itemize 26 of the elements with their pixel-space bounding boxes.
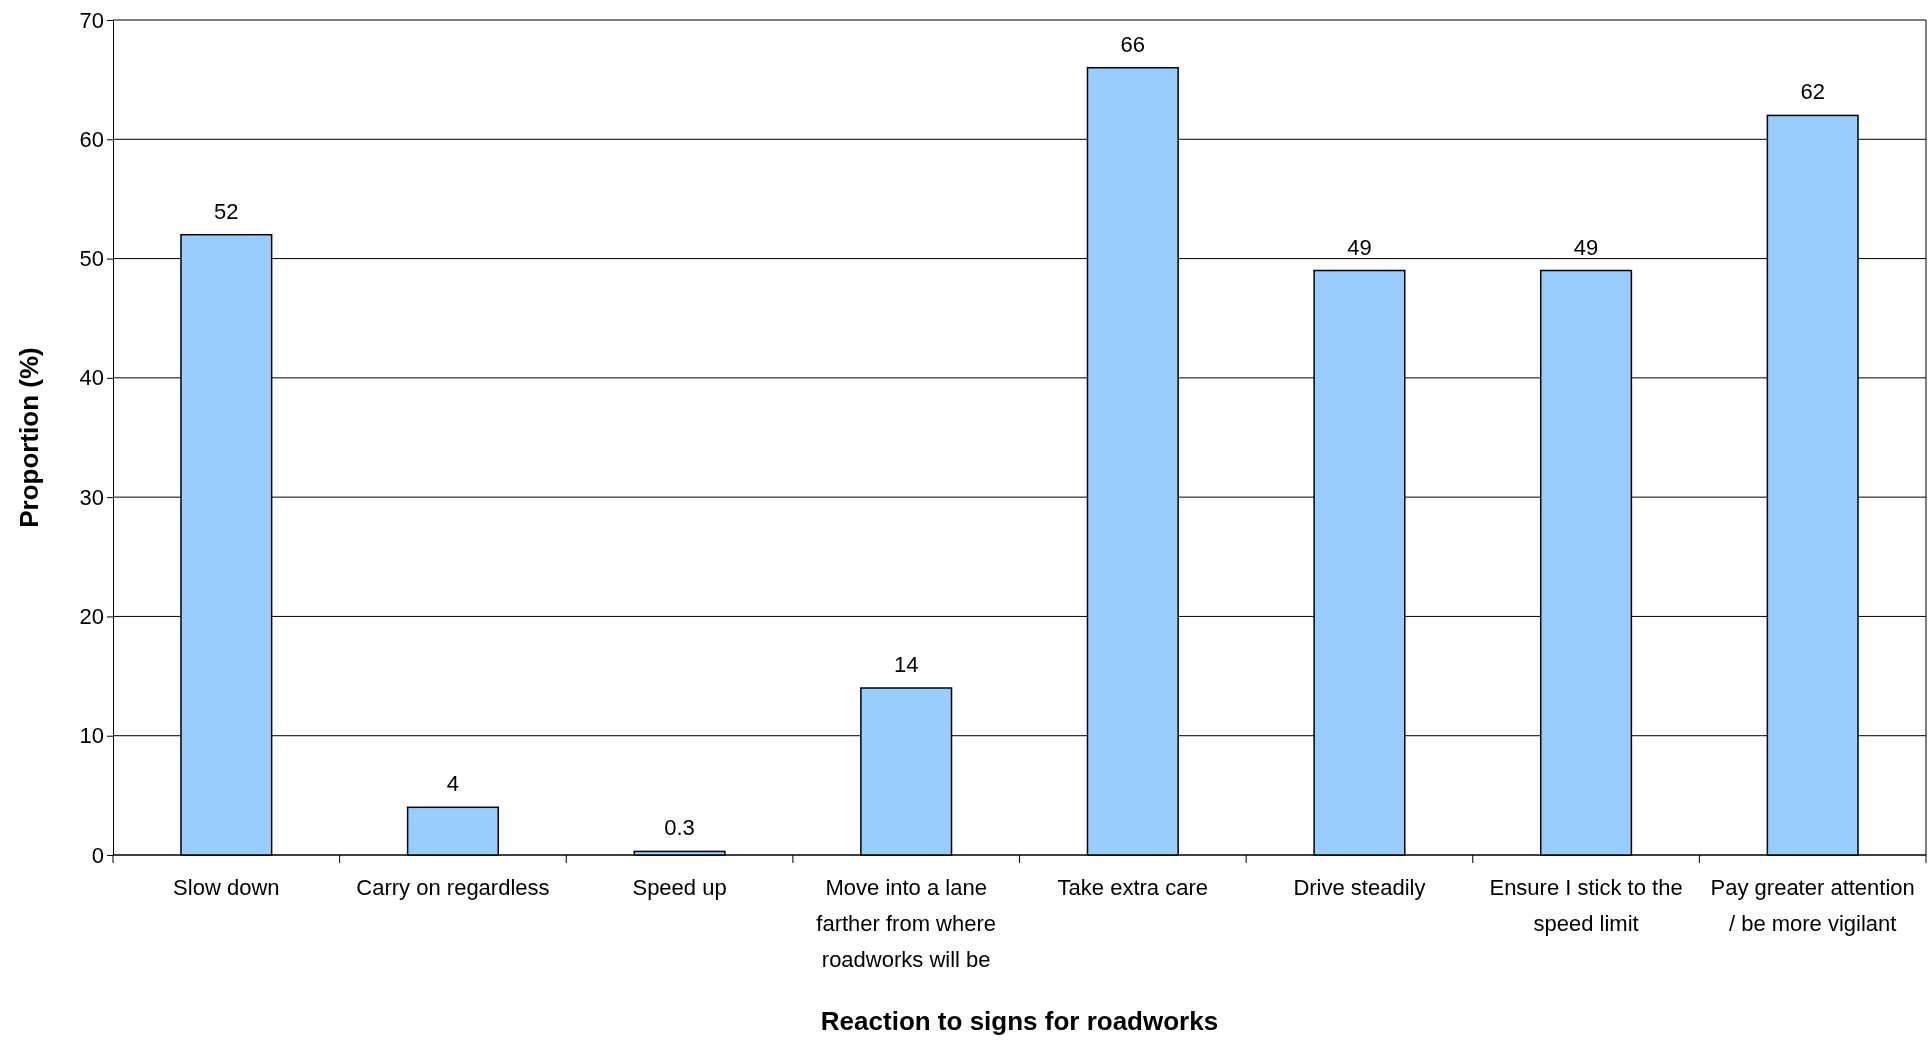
x-axis-title: Reaction to signs for roadworks <box>820 1006 1219 1036</box>
y-tick-label: 50 <box>79 246 104 272</box>
x-tick-label: Pay greater attention / be more vigilant <box>1710 875 1915 936</box>
x-tick-label: Carry on regardless <box>356 875 550 900</box>
data-label: 49 <box>1573 234 1599 260</box>
x-tick-label: Drive steadily <box>1293 875 1426 900</box>
y-tick-label: 40 <box>79 365 104 391</box>
x-tick-label: Ensure I stick to the speed limit <box>1489 875 1683 936</box>
x-tick-label: Slow down <box>173 875 280 900</box>
data-label: 49 <box>1347 234 1372 260</box>
y-axis-title: Proportion (%) <box>14 347 44 528</box>
y-tick-label: 30 <box>79 484 104 510</box>
data-label: 0.3 <box>664 815 695 841</box>
y-tick-label: 20 <box>79 603 104 629</box>
data-label: 52 <box>214 198 239 224</box>
x-tick-label: Take extra care <box>1057 875 1209 900</box>
data-label: 62 <box>1800 79 1825 105</box>
y-tick-label: 0 <box>91 842 104 868</box>
y-tick-label: 10 <box>79 723 104 749</box>
x-tick-label: Speed up <box>632 875 727 900</box>
x-tick-label: Move into a lane farther from where roadworks will be <box>816 875 997 972</box>
data-label: 66 <box>1120 31 1146 57</box>
y-tick-label: 70 <box>79 7 104 33</box>
data-label: 14 <box>893 652 919 677</box>
y-tick-label: 60 <box>79 126 104 152</box>
data-label: 4 <box>446 771 460 797</box>
